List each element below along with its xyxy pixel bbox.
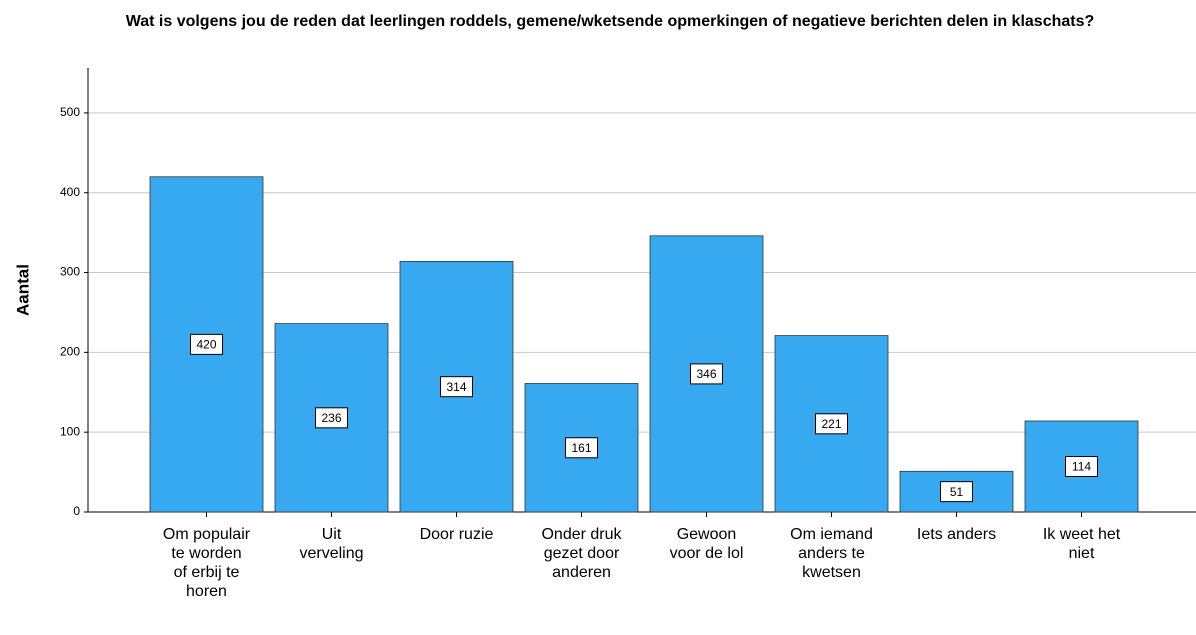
chart-title: Wat is volgens jou de reden dat leerling… [126,13,1095,30]
value-label: 51 [950,485,964,499]
x-tick-label: Om populair te worden of erbij te horen [163,526,251,600]
y-tick-label: 500 [60,105,80,119]
y-tick-label: 0 [73,504,80,518]
value-label-box [940,481,973,503]
value-label: 346 [696,367,716,381]
value-label: 314 [446,380,466,394]
x-tick-label: Onder druk gezet door anderen [541,526,622,581]
x-tick-label: Ik weet het niet [1043,526,1121,562]
value-label-box [690,363,723,385]
value-label: 420 [196,338,216,352]
value-label-box [190,333,223,355]
y-axis-label: Aantal [13,264,32,316]
value-label-box [565,437,598,459]
x-tick-label: Gewoon voor de lol [670,526,744,562]
y-tick-label: 100 [60,424,80,438]
y-tick-label: 300 [60,265,80,279]
value-label-box [315,407,348,429]
x-tick-label: Om iemand anders te kwetsen [790,526,873,581]
value-label-box [1065,456,1098,478]
y-tick-label: 200 [60,345,80,359]
x-tick-label: Iets anders [917,526,996,543]
value-label: 236 [321,411,341,425]
value-label: 161 [571,441,591,455]
x-tick-label: Door ruzie [420,526,494,543]
y-tick-label: 400 [60,185,80,199]
value-label: 114 [1072,460,1091,474]
x-tick-label: Uit verveling [299,526,363,562]
value-label-box [440,376,473,398]
value-label-box [815,413,848,435]
value-label: 221 [821,417,841,431]
